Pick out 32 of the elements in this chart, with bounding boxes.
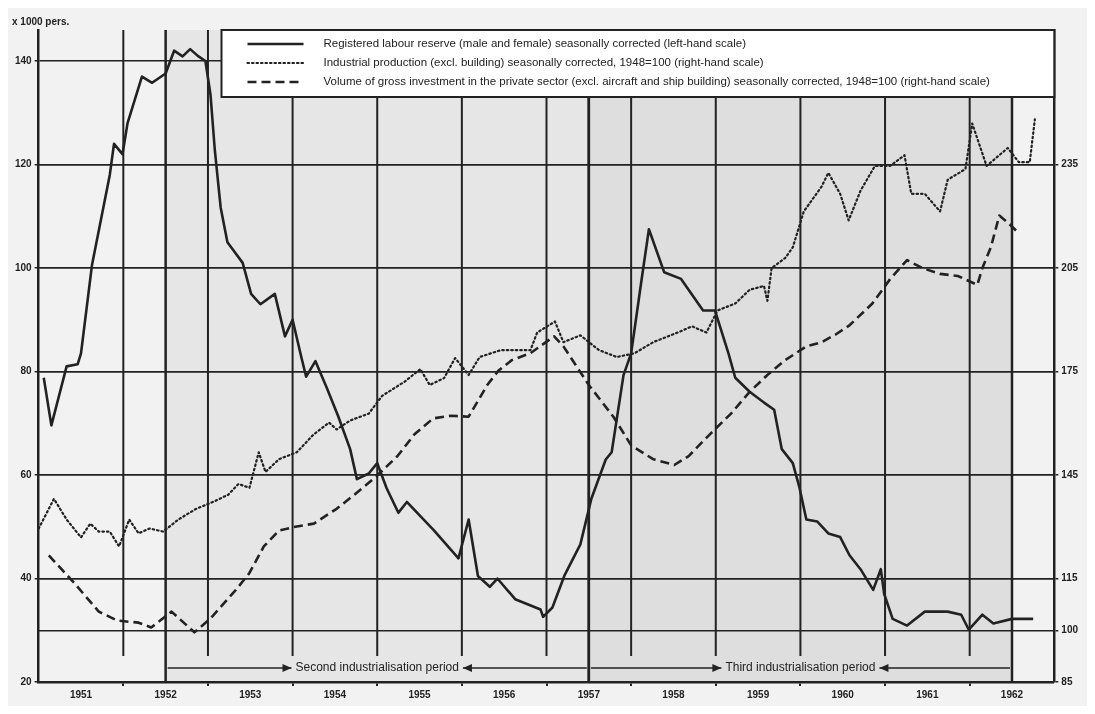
x-tick-label: 1960 <box>831 688 855 700</box>
y2-tick-label: 235 <box>1061 158 1079 170</box>
x-tick-label: 1957 <box>577 688 601 700</box>
y2-tick-label: 205 <box>1061 261 1079 273</box>
band-label: Third industrialisation period <box>725 660 876 675</box>
x-tick-label: 1954 <box>323 688 347 700</box>
x-tick-label: 1962 <box>1000 688 1024 700</box>
y2-tick-label: 175 <box>1061 365 1079 377</box>
x-tick-label: 1961 <box>916 688 939 700</box>
x-tick-label: 1959 <box>746 688 770 700</box>
y-axis-title: x 1000 pers. <box>12 15 70 27</box>
y2-tick-label: 85 <box>1061 675 1073 687</box>
y-tick-label: 60 <box>20 468 33 480</box>
y-tick-label: 20 <box>20 675 33 687</box>
legend-label: Industrial production (excl. building) seasonally corrected, 1948=100 (right-hand scale) <box>323 56 764 69</box>
y-tick-label: 140 <box>15 54 33 66</box>
y-tick-label: 40 <box>20 572 33 584</box>
x-tick-label: 1951 <box>69 688 93 700</box>
y2-tick-label: 100 <box>1061 624 1079 635</box>
y-tick-label: 80 <box>20 365 33 377</box>
x-tick-label: 1953 <box>239 688 262 700</box>
band-label: Second industrialisation period <box>295 660 459 675</box>
x-tick-label: 1952 <box>154 688 178 700</box>
y-tick-label: 120 <box>15 158 33 170</box>
legend-label: Registered labour reserve (male and female) seasonally corrected (left-hand scale) <box>323 37 747 50</box>
x-tick-label: 1958 <box>662 688 686 700</box>
legend-label: Volume of gross investment in the private sector (excl. aircraft and ship building) seasonally corrected, 1948=100 (right-hand scale) <box>323 75 991 88</box>
y2-tick-label: 115 <box>1061 572 1078 584</box>
y2-tick-label: 145 <box>1061 468 1079 480</box>
x-tick-label: 1955 <box>408 688 432 700</box>
x-tick-label: 1956 <box>493 688 516 700</box>
y-tick-label: 100 <box>15 261 33 273</box>
